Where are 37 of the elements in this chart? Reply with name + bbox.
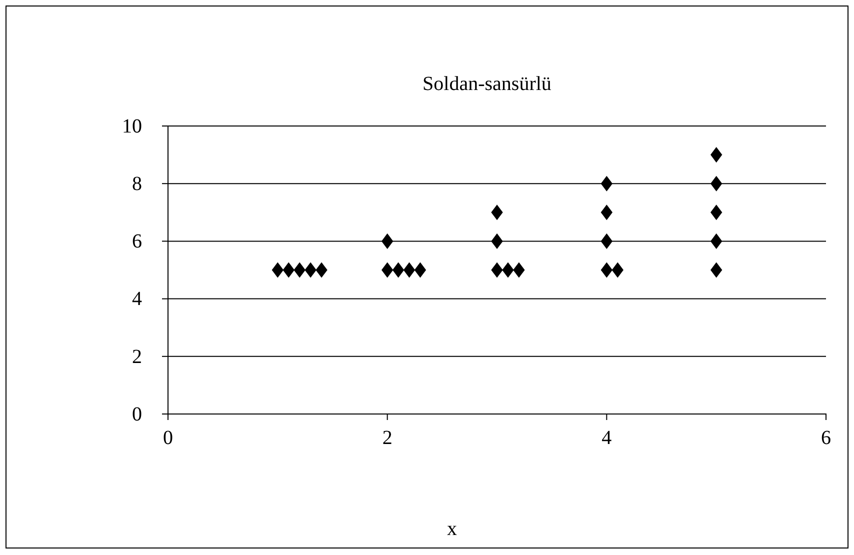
y-tick-label: 0 bbox=[132, 403, 142, 426]
point bbox=[316, 262, 328, 278]
x-axis-title: x bbox=[447, 518, 457, 540]
point bbox=[600, 176, 613, 192]
point bbox=[710, 204, 722, 220]
point bbox=[513, 262, 525, 278]
point bbox=[491, 262, 503, 278]
point bbox=[710, 147, 722, 163]
point bbox=[502, 262, 514, 278]
point bbox=[381, 262, 394, 278]
point bbox=[710, 176, 722, 192]
y-tick-label: 6 bbox=[132, 230, 142, 253]
point bbox=[600, 233, 613, 249]
x-tick-label: 6 bbox=[821, 427, 831, 450]
point bbox=[282, 262, 294, 278]
point bbox=[272, 262, 284, 278]
point bbox=[414, 262, 426, 278]
x-tick-label: 4 bbox=[602, 427, 612, 450]
chart-title: Soldan-sansürlü bbox=[422, 73, 552, 95]
y-tick-label: 8 bbox=[132, 173, 142, 195]
point bbox=[392, 262, 404, 278]
point bbox=[304, 262, 316, 278]
point bbox=[491, 204, 503, 220]
point bbox=[491, 233, 503, 249]
point bbox=[381, 233, 394, 249]
x-tick-label: 0 bbox=[163, 427, 173, 450]
point bbox=[600, 262, 613, 278]
point bbox=[710, 233, 722, 249]
point bbox=[403, 262, 416, 278]
point bbox=[600, 204, 613, 220]
y-tick-label: 2 bbox=[132, 346, 142, 368]
y-tick-label: 4 bbox=[132, 288, 142, 310]
point bbox=[710, 262, 722, 278]
point bbox=[612, 262, 624, 278]
y-tick-label: 10 bbox=[122, 115, 142, 138]
point bbox=[294, 262, 306, 278]
x-tick-label: 2 bbox=[382, 427, 392, 450]
